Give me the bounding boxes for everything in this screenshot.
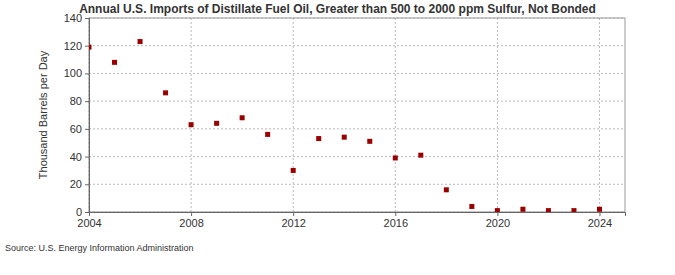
tick-label: 100 (64, 67, 82, 79)
tick: 100 (64, 67, 89, 79)
tick: 2016 (384, 212, 408, 229)
point (163, 90, 168, 95)
tick-label: 60 (70, 123, 82, 135)
grid-line-x (599, 18, 600, 212)
y-axis-title: Thousand Barrels per Day (37, 50, 49, 179)
tick-mark (85, 212, 89, 213)
tick-mark (85, 73, 89, 74)
axis-line (85, 19, 90, 213)
y-axis: 020406080100120140 (64, 12, 90, 218)
tick-mark (85, 46, 89, 47)
tick: 120 (64, 40, 89, 52)
x-axis: 2004 2008 2012 2016 2020 2024 (77, 212, 625, 229)
title: Annual U.S. Imports of Distillate Fuel O… (79, 2, 596, 16)
grid-line-y (89, 73, 625, 74)
tick-mark (85, 101, 89, 102)
tick: 40 (70, 151, 89, 163)
tick: 2020 (486, 212, 510, 229)
point (265, 132, 270, 137)
tick: 2012 (281, 212, 305, 229)
tick-mark (85, 18, 89, 19)
tick-label: 2004 (77, 217, 101, 229)
grid-line-y (89, 101, 625, 102)
tick-label: 2020 (486, 217, 510, 229)
point (112, 60, 117, 65)
tick-mark (293, 212, 294, 216)
point (89, 45, 92, 50)
grid-line-y (89, 45, 625, 46)
tick-label: 2024 (588, 217, 612, 229)
point (138, 39, 143, 44)
point (342, 135, 347, 140)
point (520, 207, 525, 212)
tick-mark (85, 129, 89, 130)
point (393, 155, 398, 160)
tick-mark (497, 212, 498, 216)
grid-line-x (191, 18, 192, 212)
grid-line-y (89, 156, 625, 157)
grid (89, 18, 625, 212)
tick-mark (395, 212, 396, 216)
point (418, 153, 423, 158)
tick-mark (599, 212, 600, 216)
point (240, 115, 245, 120)
tick-label: 80 (70, 95, 82, 107)
point (546, 208, 551, 212)
tick-mark (85, 184, 89, 185)
tick-label: 2012 (281, 217, 305, 229)
axis-line (90, 213, 626, 217)
point (316, 136, 321, 141)
tick: 20 (70, 178, 89, 190)
tick-label: 120 (64, 40, 82, 52)
point (214, 121, 219, 126)
tick-mark (191, 212, 192, 216)
tick-label: 40 (70, 151, 82, 163)
source: Source: U.S. Energy Information Administ… (5, 243, 194, 253)
tick: 60 (70, 123, 89, 135)
tick-label: 2016 (384, 217, 408, 229)
plot-frame (89, 18, 625, 212)
point (189, 122, 194, 127)
point (495, 208, 500, 212)
plot-area: 2004200820122016202020240204060801001201… (64, 12, 626, 229)
point (469, 204, 474, 209)
grid-line-x (497, 18, 498, 212)
grid-line-x (293, 18, 294, 212)
point (597, 207, 602, 212)
point (571, 208, 576, 212)
grid-line-y (89, 128, 625, 129)
grid-line-x (395, 18, 396, 212)
series (89, 39, 602, 212)
tick: 0 (76, 206, 89, 218)
tick-label: 20 (70, 178, 82, 190)
tick-label: 0 (76, 206, 82, 218)
chart: 2004200820122016202020240204060801001201… (0, 0, 675, 275)
tick: 80 (70, 95, 89, 107)
tick-label: 2008 (179, 217, 203, 229)
point (367, 139, 372, 144)
point (444, 187, 449, 192)
tick: 2008 (179, 212, 203, 229)
point (291, 168, 296, 173)
tick: 2024 (588, 212, 612, 229)
tick-mark (85, 157, 89, 158)
grid-line-y (89, 184, 625, 185)
